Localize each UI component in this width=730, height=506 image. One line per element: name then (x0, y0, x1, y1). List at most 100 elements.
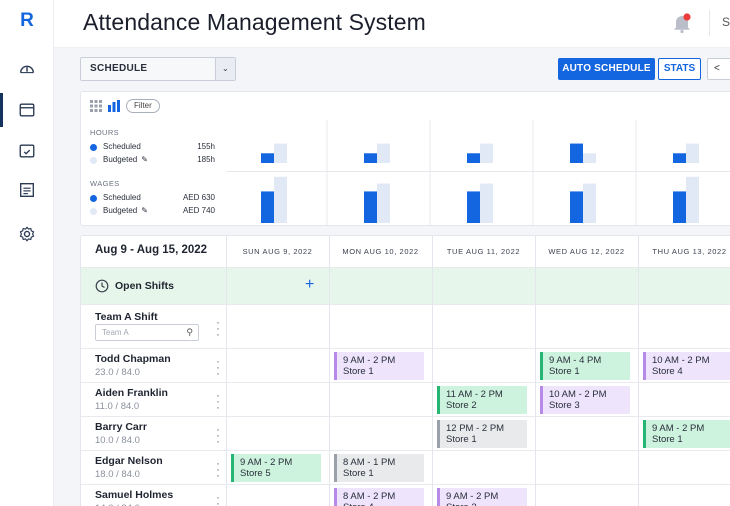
employee-name: Todd Chapman (95, 353, 171, 365)
shift-store: Store 1 (446, 434, 477, 445)
shift-time: 10 AM - 2 PM (549, 389, 607, 400)
shift-time: 12 PM - 2 PM (446, 423, 505, 434)
shift-time: 9 AM - 2 PM (446, 491, 499, 502)
shift-store: Store 4 (343, 502, 424, 506)
day-header: SUN AUG 9, 2022 (242, 247, 313, 256)
employee-name: Aiden Franklin (95, 387, 168, 399)
hours-label: HOURS (90, 128, 120, 137)
shift-store: Store 2 (446, 400, 477, 411)
wages-label: WAGES (90, 179, 120, 188)
auto-schedule-button[interactable]: AUTO SCHEDULE (558, 58, 655, 80)
grid-view-icon[interactable] (90, 100, 102, 112)
employee-options-icon[interactable]: ··· (216, 422, 220, 448)
legend-value: AED 630 (182, 193, 215, 202)
shift-store: Store 3 (549, 400, 580, 411)
column-divider (638, 236, 639, 506)
scheduled-bar (673, 153, 686, 163)
employee-hours: 23.0 / 84.0 (95, 367, 140, 378)
legend-value: AED 740 (182, 206, 215, 215)
legend-label: Scheduled (103, 142, 141, 151)
scheduled-bar (570, 191, 583, 223)
shift-block[interactable]: 10 AM - 2 PM Store 4 (643, 352, 730, 380)
shift-block[interactable]: 12 PM - 2 PM Store 1 (437, 420, 527, 448)
sidebar-item-tasks[interactable] (0, 134, 54, 168)
sidebar-item-dashboard[interactable] (0, 52, 54, 86)
sidebar: R (0, 0, 54, 506)
shift-time: 8 AM - 2 PM (343, 491, 396, 502)
add-open-shift-button[interactable]: + (305, 276, 315, 293)
wages-budgeted-row: Budgeted ✎ AED 740 (90, 206, 215, 218)
shift-store: Store 5 (240, 468, 271, 479)
day-header: THU AUG 13, 2022 (652, 247, 727, 256)
employee-row: Edgar Nelson 18.0 / 84.0 · · · (81, 451, 730, 485)
checkbox-icon (19, 144, 35, 158)
budgeted-bar (274, 143, 287, 163)
week-range-label: Aug 9 - Aug 15, 2022 (95, 244, 208, 256)
prev-week-button[interactable]: < (707, 58, 730, 80)
legend-label-wrap: Budgeted ✎ (103, 155, 148, 164)
app-logo[interactable]: R (20, 10, 34, 31)
shift-block[interactable]: 11 AM - 2 PM Store 2 (437, 386, 527, 414)
shift-block[interactable]: 8 AM - 1 PM Store 1 (334, 454, 424, 482)
sidebar-item-settings[interactable] (0, 217, 54, 251)
shift-block[interactable]: 9 AM - 4 PM Store 1 (540, 352, 630, 380)
legend-value: 185h (197, 155, 215, 164)
filter-button[interactable]: Filter (126, 99, 160, 113)
stats-button[interactable]: STATS (658, 58, 701, 80)
budgeted-bar (480, 183, 493, 223)
budgeted-bar (686, 143, 699, 163)
legend-label-wrap: Budgeted ✎ (103, 206, 148, 215)
shift-time: 9 AM - 2 PM (343, 355, 396, 366)
column-divider (329, 236, 330, 506)
budgeted-bar (377, 143, 390, 163)
shift-block[interactable]: 10 AM - 2 PM Store 3 (540, 386, 630, 414)
clock-icon (95, 279, 109, 293)
stats-panel: Filter HOURS Scheduled 155h Budgeted ✎ 18… (80, 91, 730, 226)
employee-options-icon[interactable]: ··· (216, 456, 220, 482)
budgeted-bar (377, 183, 390, 223)
budgeted-bar (480, 143, 493, 163)
gauge-icon (19, 65, 35, 74)
shift-store: Store 1 (549, 366, 580, 377)
scheduled-bar (467, 191, 480, 223)
team-label: Team A Shift (95, 311, 158, 323)
employee-hours: 14.0 / 84.0 (95, 503, 140, 506)
employee-options-icon[interactable]: ··· (216, 490, 220, 506)
header-divider (709, 10, 710, 36)
shift-block[interactable]: 9 AM - 2 PM Store 1 (334, 352, 424, 380)
employee-options-icon[interactable]: ··· (216, 388, 220, 414)
shift-time: 10 AM - 2 PM (652, 355, 710, 366)
budgeted-dot (90, 208, 97, 215)
view-select[interactable]: SCHEDULE ⌄ (80, 57, 236, 81)
pencil-icon[interactable]: ✎ (141, 206, 148, 215)
shift-time: 9 AM - 2 PM (240, 457, 293, 468)
day-header: MON AUG 10, 2022 (342, 247, 419, 256)
day-header: WED AUG 12, 2022 (548, 247, 625, 256)
team-row: Team A Shift Team A ⚲ · · · (81, 305, 730, 349)
sidebar-item-schedule[interactable] (0, 93, 54, 127)
sidebar-item-reports[interactable] (0, 173, 54, 207)
team-search-input[interactable]: Team A ⚲ (95, 324, 199, 341)
team-options-icon[interactable]: · · · (216, 315, 220, 341)
employee-options-icon[interactable]: ··· (216, 354, 220, 380)
bar-chart-icon[interactable] (108, 100, 120, 112)
pencil-icon[interactable]: ✎ (141, 155, 148, 164)
open-shifts-row: Open Shifts + (81, 268, 730, 305)
stats-toolbar: Filter (90, 99, 160, 113)
shift-store: Store 1 (652, 434, 683, 445)
shift-time: 8 AM - 1 PM (343, 457, 396, 468)
user-menu[interactable]: S (722, 15, 730, 29)
shift-block[interactable]: 9 AM - 2 PM Store 1 (643, 420, 730, 448)
bell-icon[interactable] (672, 12, 692, 34)
chevron-down-icon: ⌄ (215, 58, 235, 80)
budgeted-bar (686, 176, 699, 223)
shift-block[interactable]: 9 AM - 2 PM Store 5 (231, 454, 321, 482)
calendar-icon (19, 103, 35, 117)
view-select-value: SCHEDULE (90, 63, 148, 74)
scheduled-bar (673, 191, 686, 223)
schedule-grid: Aug 9 - Aug 15, 2022 SUN AUG 9, 2022 MON… (80, 235, 730, 506)
team-search-placeholder: Team A (102, 328, 129, 337)
